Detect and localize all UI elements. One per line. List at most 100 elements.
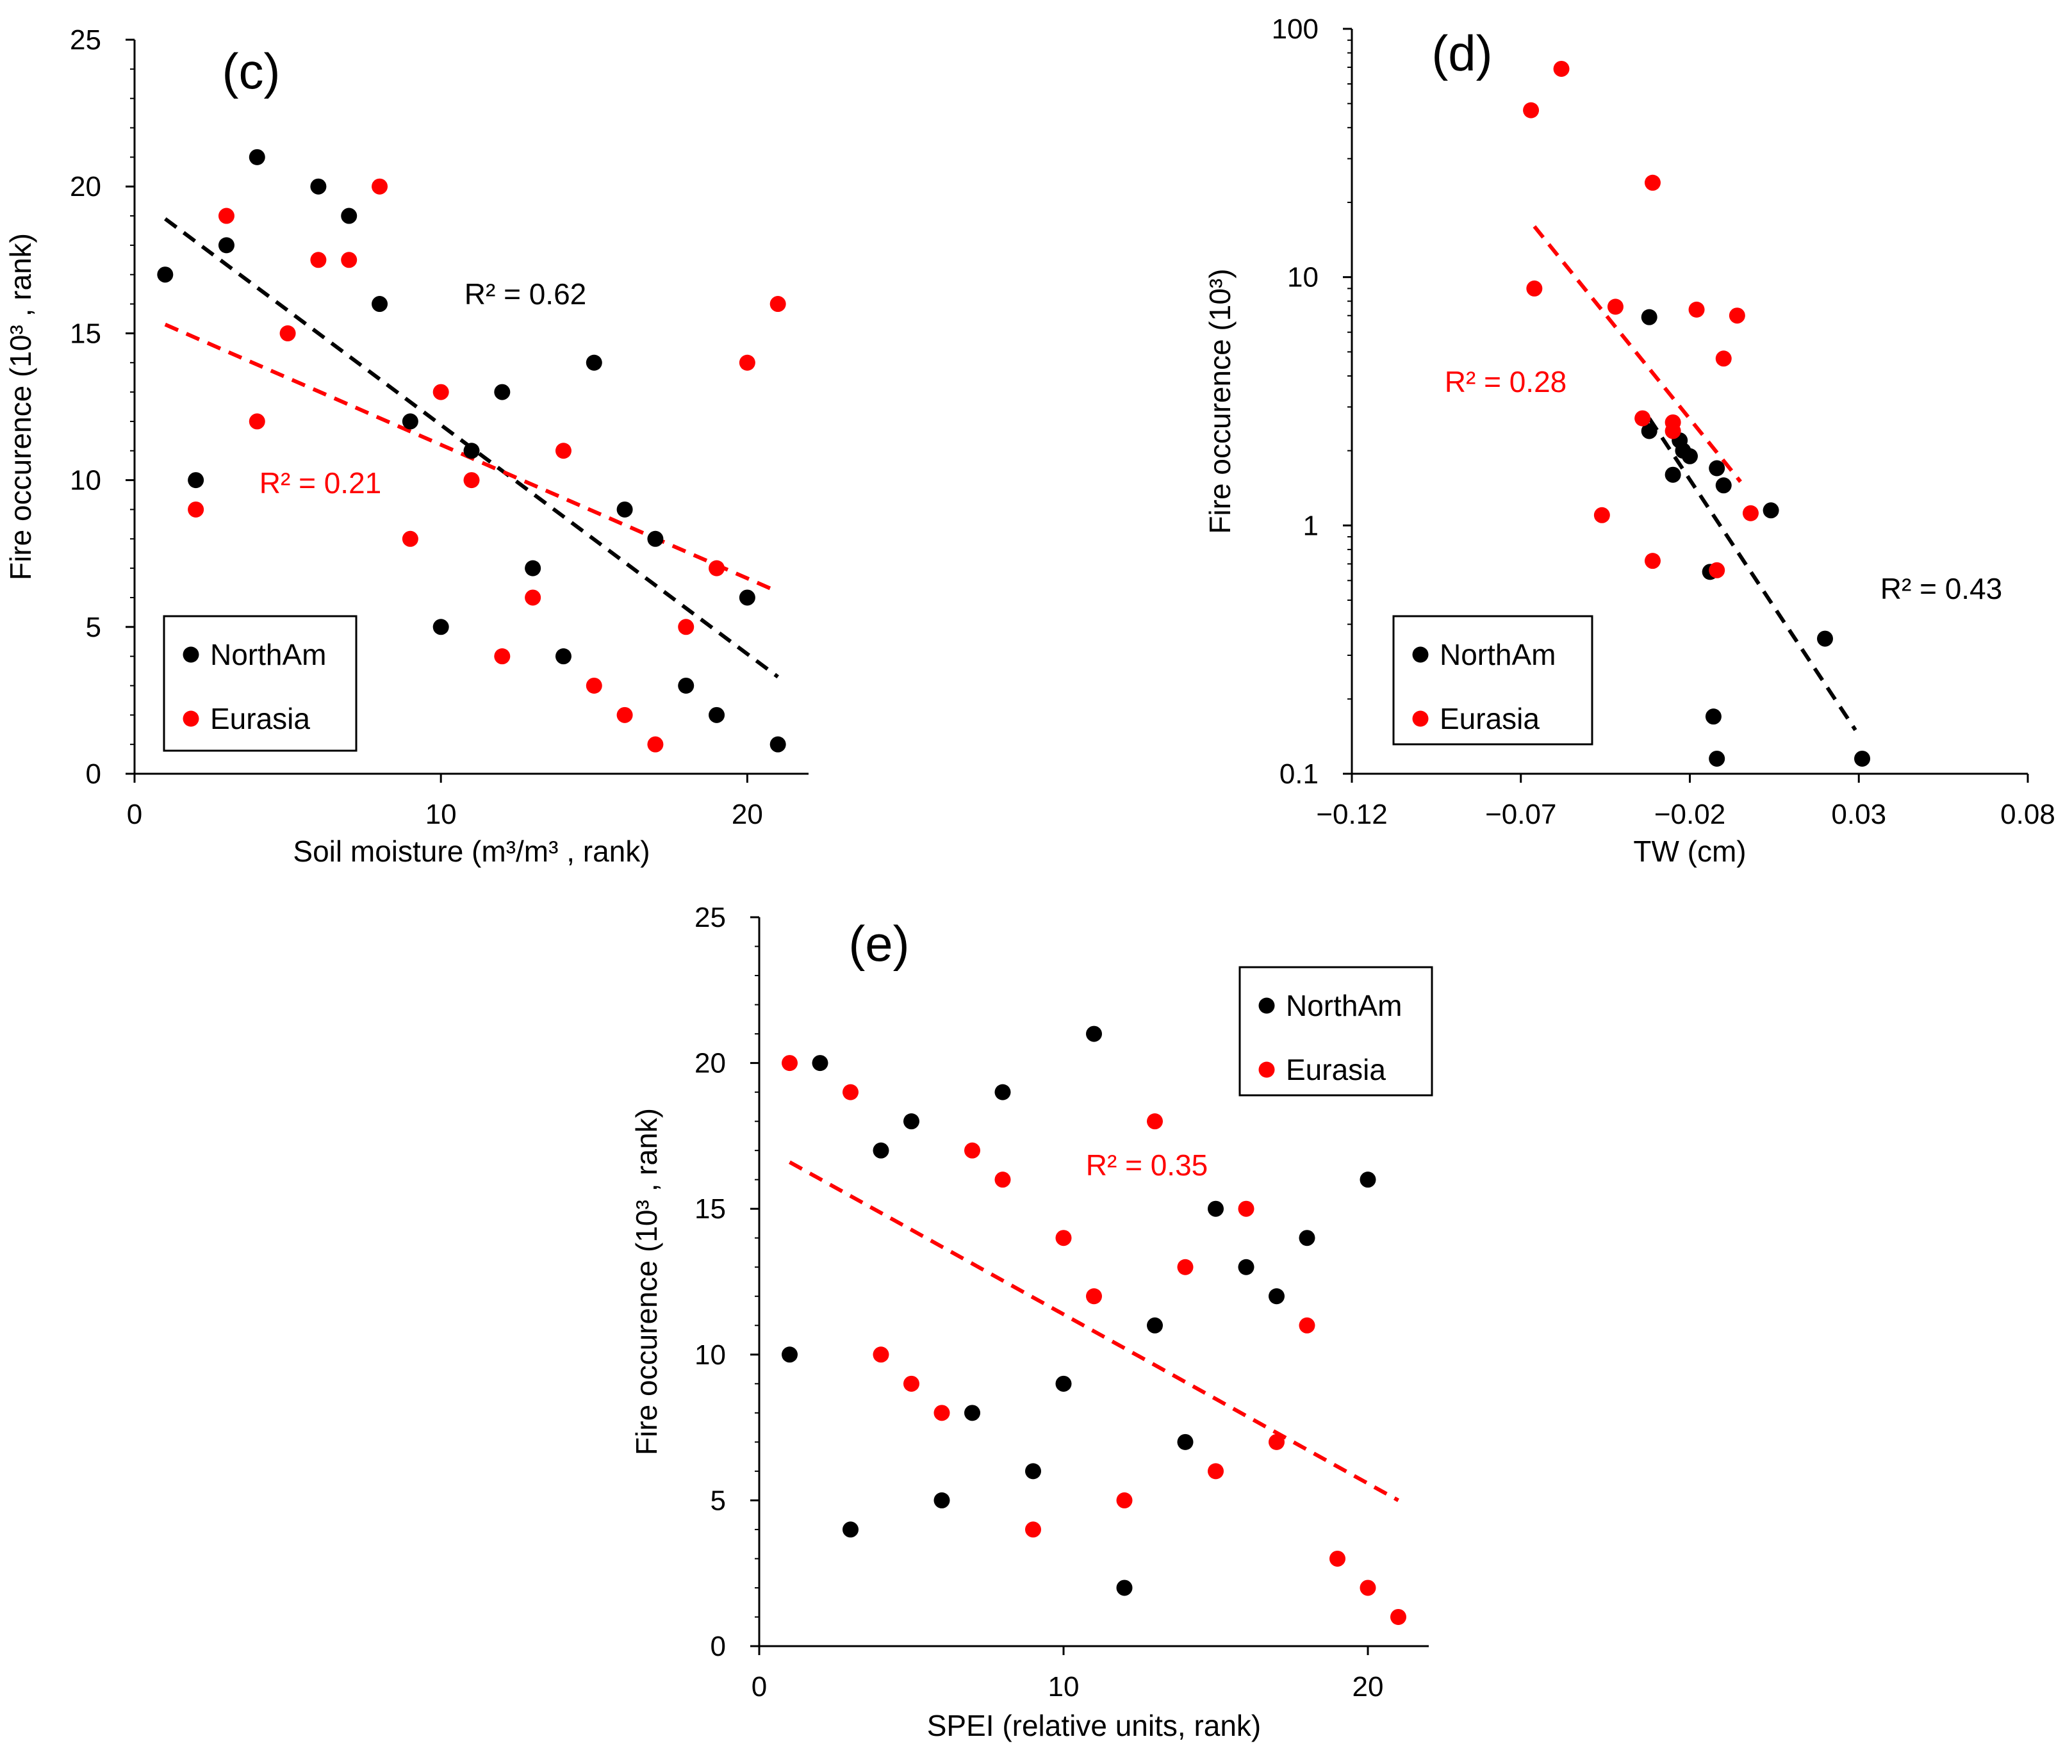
data-point-northam (1269, 1288, 1285, 1305)
y-axis-label: Fire occurence (10³ , rank) (4, 233, 37, 580)
data-point-northam (994, 1084, 1011, 1100)
x-tick-label: 10 (425, 799, 457, 830)
data-point-northam (372, 296, 388, 313)
y-tick-label: 10 (70, 465, 101, 496)
data-point-northam (1705, 708, 1722, 725)
y-tick-label: 5 (86, 612, 101, 643)
data-point-eurasia (188, 501, 204, 518)
data-point-northam (1086, 1025, 1102, 1042)
data-point-eurasia (1238, 1200, 1254, 1217)
data-point-northam (1116, 1580, 1133, 1596)
data-point-eurasia (647, 736, 664, 753)
legend-marker-eurasia (1258, 1061, 1275, 1078)
data-point-northam (616, 501, 633, 518)
trendline-eurasia (789, 1160, 1399, 1503)
data-point-northam (402, 413, 418, 430)
data-point-northam (1208, 1200, 1224, 1217)
legend-marker-northam (1412, 646, 1429, 663)
legend-label-eurasia: Eurasia (1440, 702, 1540, 735)
data-point-eurasia (1742, 505, 1759, 521)
panel-label: (c) (222, 43, 281, 99)
x-axis-label: Soil moisture (m³/m³ , rank) (293, 835, 650, 868)
x-tick-label: −0.12 (1316, 799, 1387, 830)
r2-label-eurasia: R² = 0.21 (259, 466, 382, 500)
legend-label-northam: NorthAm (1440, 638, 1556, 671)
r2-label-eurasia: R² = 0.28 (1445, 365, 1567, 398)
data-point-eurasia (341, 252, 358, 268)
data-point-northam (310, 178, 327, 195)
data-point-eurasia (1390, 1608, 1406, 1625)
data-point-eurasia (1360, 1580, 1376, 1596)
y-tick-label: 10 (695, 1339, 726, 1371)
data-point-northam (1665, 466, 1681, 483)
data-point-eurasia (933, 1405, 950, 1421)
panel-c: 0 5 10 15 20 25 0 10 20 Soil moisture (m³/m³ , ra… (4, 24, 809, 868)
data-point-eurasia (964, 1142, 980, 1159)
data-point-eurasia (616, 706, 633, 723)
data-point-northam (873, 1142, 889, 1159)
data-point-northam (1854, 750, 1871, 767)
x-tick-label: 10 (1048, 1671, 1080, 1703)
data-point-northam (218, 237, 234, 254)
data-point-northam (678, 677, 695, 694)
y-tick-label: 1 (1303, 510, 1319, 541)
data-point-eurasia (1553, 60, 1570, 77)
data-point-northam (1360, 1172, 1376, 1188)
data-point-northam (739, 589, 755, 606)
data-point-eurasia (1177, 1259, 1194, 1275)
data-point-northam (1817, 630, 1833, 647)
x-tick-label: 0.03 (1831, 799, 1886, 830)
data-point-northam (1147, 1317, 1163, 1334)
x-axis-label: TW (cm) (1633, 835, 1746, 868)
legend-marker-eurasia (1412, 710, 1429, 727)
data-point-northam (157, 266, 174, 283)
data-point-northam (1641, 423, 1657, 439)
data-point-eurasia (1688, 301, 1705, 318)
data-point-northam (1715, 477, 1732, 494)
data-point-northam (903, 1113, 919, 1130)
y-tick-label: 100 (1272, 13, 1319, 45)
data-point-eurasia (873, 1346, 889, 1363)
data-point-eurasia (1025, 1521, 1041, 1538)
data-point-northam (555, 648, 571, 665)
data-point-eurasia (372, 178, 388, 195)
y-tick-label: 0.1 (1279, 758, 1319, 790)
legend-label-northam: NorthAm (1286, 989, 1402, 1022)
legend-label-eurasia: Eurasia (210, 702, 310, 735)
legend: NorthAm Eurasia (1238, 966, 1433, 1097)
data-point-eurasia (1523, 102, 1540, 118)
legend-label-eurasia: Eurasia (1286, 1053, 1386, 1086)
data-point-eurasia (1147, 1113, 1163, 1130)
data-point-eurasia (1644, 174, 1661, 191)
data-point-northam (586, 354, 602, 371)
y-tick-label: 25 (70, 24, 101, 56)
x-tick-label: 20 (1353, 1671, 1384, 1703)
data-point-northam (432, 619, 449, 635)
y-tick-label: 15 (695, 1193, 726, 1225)
data-point-eurasia (1269, 1433, 1285, 1450)
data-point-northam (1641, 309, 1657, 325)
trendline-eurasia (1533, 225, 1742, 483)
data-point-eurasia (1299, 1317, 1315, 1334)
data-point-eurasia (402, 530, 418, 547)
data-point-northam (1299, 1230, 1315, 1246)
data-point-eurasia (678, 619, 695, 635)
r2-label-northam: R² = 0.62 (465, 277, 587, 311)
panel-label: (d) (1431, 25, 1492, 81)
y-tick-label: 0 (711, 1631, 726, 1662)
data-point-northam (494, 384, 511, 400)
x-tick-label: 0.08 (2000, 799, 2055, 830)
data-point-northam (341, 208, 358, 224)
x-tick-label: 0 (752, 1671, 767, 1703)
data-point-eurasia (994, 1172, 1011, 1188)
r2-label-eurasia: R² = 0.35 (1086, 1148, 1208, 1182)
data-point-eurasia (249, 413, 265, 430)
data-point-eurasia (769, 296, 786, 313)
data-point-eurasia (1644, 553, 1661, 569)
x-tick-label: −0.02 (1654, 799, 1725, 830)
data-point-eurasia (1116, 1492, 1133, 1508)
x-tick-label: −0.07 (1485, 799, 1556, 830)
r2-label-northam: R² = 0.43 (1880, 572, 2003, 605)
data-point-eurasia (1607, 298, 1624, 315)
